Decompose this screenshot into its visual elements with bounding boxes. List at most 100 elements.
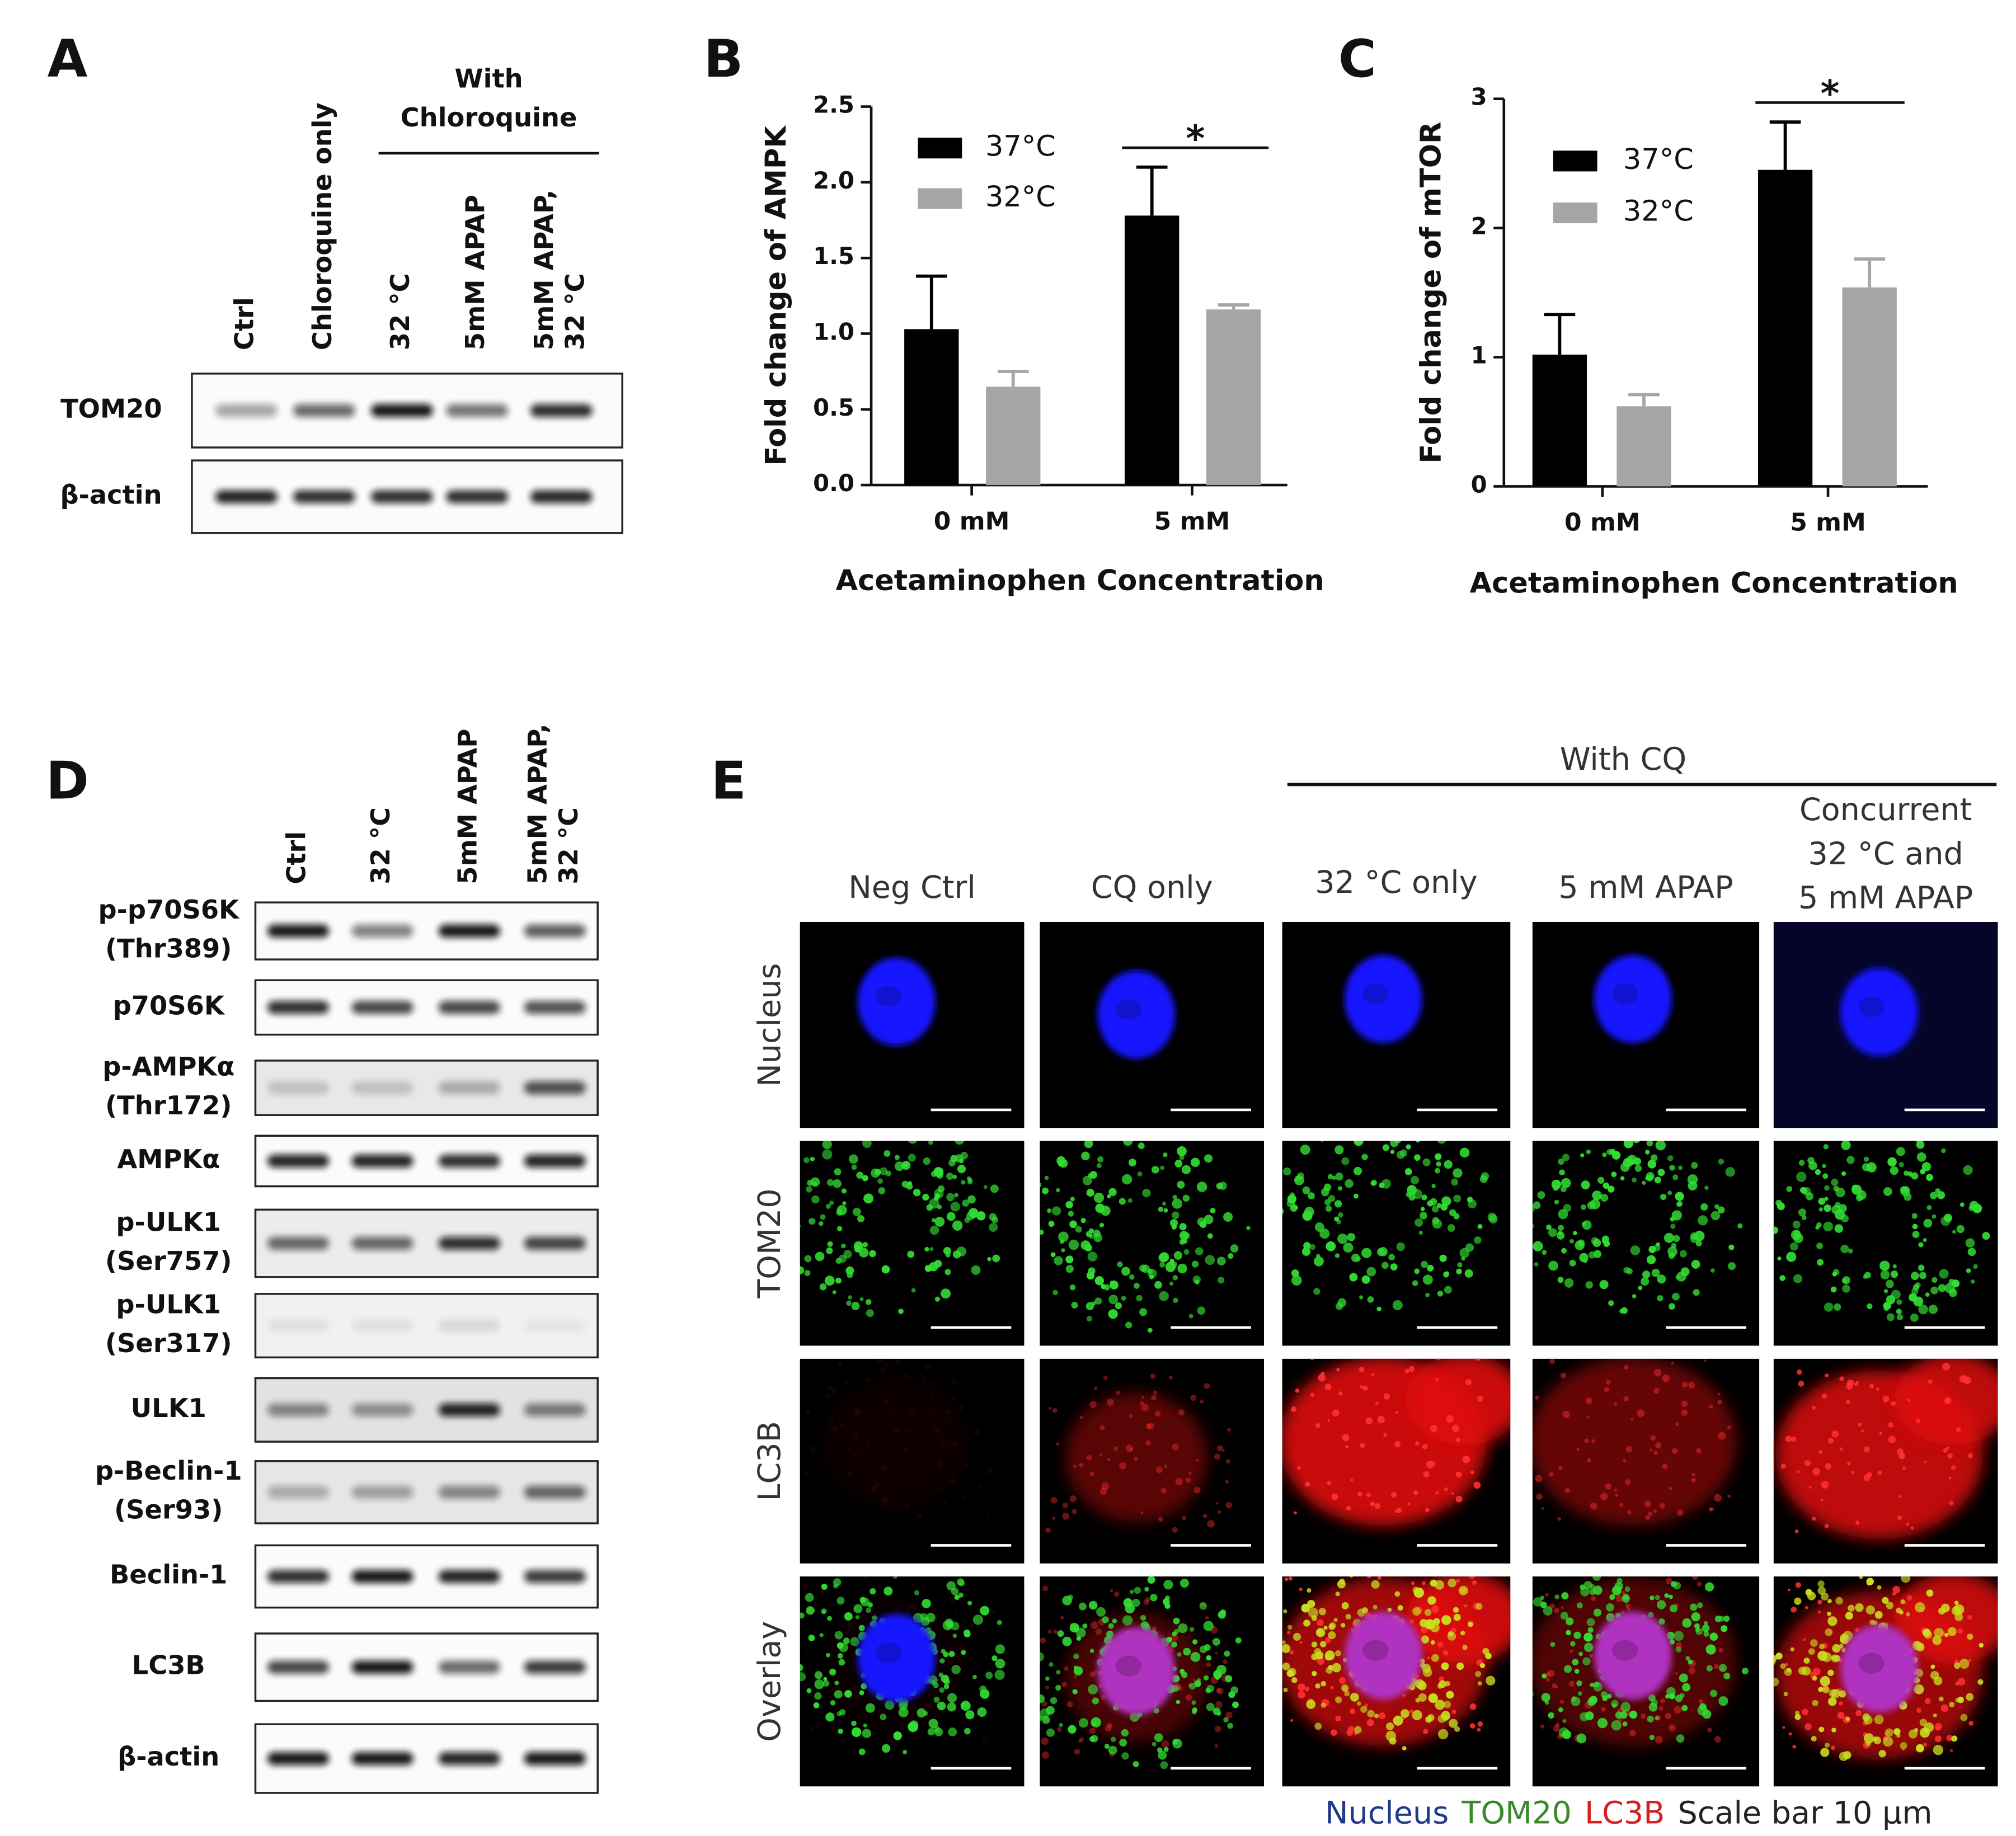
- lc3b-dot: [1094, 1386, 1098, 1391]
- tom20-dot: [1142, 1189, 1151, 1198]
- tom20-dot: [1678, 1165, 1683, 1170]
- tom20-dot: [1566, 1617, 1574, 1626]
- tom20-dot: [1672, 1174, 1679, 1180]
- tom20-dot: [1563, 1665, 1572, 1673]
- tom20-dot: [1325, 1205, 1332, 1212]
- tom20-dot: [1874, 1715, 1884, 1725]
- lc3b-dot: [852, 1685, 858, 1691]
- tom20-dot: [1347, 1232, 1356, 1241]
- tom20-dot: [1952, 1230, 1956, 1234]
- tom20-dot: [1323, 1626, 1328, 1630]
- tom20-dot: [1561, 1592, 1569, 1600]
- blot-band: [267, 1403, 329, 1416]
- tom20-dot: [1679, 1693, 1685, 1698]
- blot-band: [267, 1001, 329, 1014]
- tom20-dot: [1947, 1627, 1957, 1636]
- tom20-dot: [1371, 1580, 1380, 1589]
- tom20-dot: [1932, 1635, 1942, 1645]
- lc3b-dot: [1095, 1628, 1102, 1635]
- lc3b-dot: [1947, 1453, 1953, 1459]
- tom20-dot: [1068, 1725, 1077, 1734]
- tom20-dot: [1179, 1239, 1185, 1245]
- tom20-dot: [1129, 1274, 1135, 1280]
- tom20-dot: [1287, 1194, 1296, 1204]
- tom20-dot: [1134, 1282, 1140, 1289]
- lc3b-dot: [1444, 1487, 1448, 1491]
- tom20-dot: [1337, 1212, 1343, 1218]
- tom20-dot: [1885, 1728, 1893, 1737]
- tom20-dot: [1705, 1644, 1716, 1655]
- tom20-dot: [1891, 1289, 1901, 1300]
- tom20-dot: [1721, 1625, 1728, 1632]
- lc3b-dot: [1675, 1422, 1679, 1427]
- tom20-dot: [1177, 1263, 1187, 1274]
- tom20-dot: [813, 1702, 820, 1708]
- micrograph: [1532, 1576, 1760, 1787]
- tom20-dot: [1906, 1612, 1910, 1617]
- tom20-dot: [865, 1299, 872, 1305]
- tom20-dot: [1140, 1614, 1146, 1621]
- lc3b-dot: [1442, 1650, 1449, 1656]
- y-axis-label: Fold change of AMPK: [760, 125, 793, 466]
- lc3b-dot: [1653, 1388, 1660, 1394]
- tom20-dot: [1965, 1238, 1975, 1248]
- tom20-dot: [1681, 1705, 1688, 1711]
- lane-label: 5mM APAP,: [522, 724, 552, 884]
- lc3b-dot: [1455, 1471, 1462, 1478]
- tom20-dot: [894, 1155, 900, 1160]
- row-label: (Ser93): [114, 1495, 223, 1525]
- tom20-dot: [1657, 1600, 1666, 1609]
- tom20-dot: [1930, 1286, 1939, 1294]
- lc3b-signal: [825, 1379, 968, 1509]
- lc3b-dot: [1196, 1458, 1199, 1462]
- tom20-dot: [1451, 1178, 1459, 1186]
- tom20-dot: [1158, 1253, 1168, 1263]
- tom20-dot: [1679, 1250, 1688, 1258]
- tom20-dot: [1655, 1595, 1660, 1600]
- micrograph: [800, 1141, 1025, 1346]
- lc3b-dot: [1804, 1606, 1808, 1609]
- legend-swatch: [918, 188, 962, 209]
- tom20-dot: [926, 1204, 933, 1211]
- lc3b-dot: [1330, 1686, 1334, 1689]
- tom20-dot: [1123, 1141, 1133, 1146]
- tom20-dot: [1548, 1712, 1554, 1719]
- tom20-dot: [1817, 1259, 1824, 1266]
- lc3b-dot: [1331, 1729, 1337, 1736]
- lc3b-dot: [1802, 1708, 1808, 1716]
- lc3b-dot: [1151, 1395, 1157, 1401]
- tom20-dot: [1232, 1701, 1239, 1708]
- tom20-dot: [1634, 1165, 1642, 1172]
- tom20-dot: [1421, 1260, 1428, 1268]
- tom20-dot: [1318, 1608, 1327, 1616]
- tom20-dot: [1477, 1224, 1483, 1230]
- tom20-dot: [1437, 1291, 1444, 1297]
- lc3b-dot: [830, 1724, 837, 1730]
- lc3b-dot: [1944, 1397, 1952, 1404]
- tom20-dot: [914, 1590, 919, 1595]
- tom20-dot: [800, 1224, 801, 1228]
- tom20-dot: [1192, 1707, 1197, 1713]
- lc3b-dot: [1653, 1451, 1658, 1455]
- lc3b-dot: [1847, 1461, 1851, 1466]
- lc3b-dot: [1658, 1706, 1663, 1711]
- tom20-dot: [1839, 1690, 1846, 1698]
- tom20-dot: [1326, 1666, 1333, 1674]
- blot-band: [267, 1154, 329, 1168]
- tom20-dot: [1561, 1178, 1571, 1188]
- lc3b-dot: [1470, 1470, 1474, 1475]
- lc3b-dot: [1287, 1631, 1291, 1635]
- lc3b-dot: [1370, 1501, 1375, 1507]
- tom20-dot: [1223, 1212, 1233, 1222]
- tom20-dot: [1938, 1284, 1947, 1292]
- tom20-dot: [870, 1588, 876, 1595]
- tom20-dot: [1121, 1174, 1132, 1185]
- tom20-dot: [1097, 1156, 1104, 1162]
- tom20-dot: [1691, 1260, 1700, 1269]
- tom20-dot: [1623, 1141, 1634, 1148]
- group-label: With CQ: [1560, 741, 1686, 778]
- tom20-dot: [1350, 1692, 1359, 1702]
- tom20-dot: [1442, 1715, 1449, 1721]
- lc3b-dot: [878, 1366, 886, 1374]
- lc3b-dot: [1968, 1720, 1974, 1726]
